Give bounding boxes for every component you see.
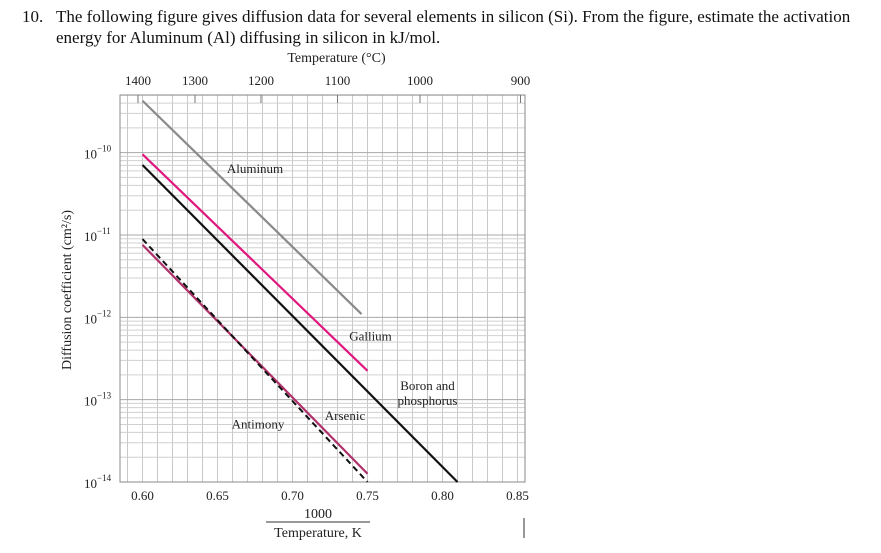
series-label-boron-and-phosphorus-line2: phosphorus [398, 393, 458, 408]
question-text: The following figure gives diffusion dat… [56, 7, 851, 47]
chart-lines [141, 99, 459, 483]
top-tick-label: 1100 [325, 73, 351, 88]
series-label-boron-and-phosphorus: Boron and [400, 378, 455, 393]
top-tick-label: 1400 [125, 73, 151, 88]
x-axis-bottom-denominator: Temperature, K [274, 526, 362, 541]
chart-axes: 0.60 0.65 0.70 0.75 0.80 0.85 1400 1300 1200 1100… [60, 51, 530, 541]
series-line-antimony [141, 238, 369, 483]
x-tick-label: 0.60 [131, 488, 154, 503]
top-tick-label: 1300 [182, 73, 208, 88]
top-tick-label: 1000 [407, 73, 433, 88]
x-tick-label: 0.65 [206, 488, 229, 503]
series-line-boron-and-phosphorus [141, 164, 459, 483]
series-label-antimony: Antimony [232, 416, 285, 431]
x-tick-label: 0.80 [431, 488, 454, 503]
question-number: 10. [22, 7, 44, 26]
top-tick-label: 1200 [248, 73, 274, 88]
y-tick-label: 10−13 [84, 391, 112, 409]
series-line-gallium [141, 153, 369, 372]
y-tick-label: 10−10 [84, 144, 112, 162]
plot-frame [119, 94, 526, 483]
series-label-aluminum: Aluminum [227, 161, 283, 176]
series-label-gallium: Gallium [349, 328, 392, 343]
x-axis-top-title: Temperature (°C) [287, 51, 386, 66]
y-tick-label: 10−12 [84, 308, 111, 326]
y-axis-title: Diffusion coefficient (cm²/s) [60, 210, 75, 370]
series-label-arsenic: Arsenic [325, 408, 366, 423]
y-tick-label: 10−14 [84, 473, 112, 491]
x-tick-label: 0.85 [506, 488, 529, 503]
x-axis-bottom-numerator: 1000 [304, 507, 332, 522]
chart-grid [120, 94, 525, 483]
x-tick-label: 0.70 [281, 488, 304, 503]
top-tick-label: 900 [511, 73, 531, 88]
series-line-aluminum [141, 99, 363, 315]
x-tick-label: 0.75 [356, 488, 379, 503]
y-tick-label: 10−11 [84, 226, 111, 244]
